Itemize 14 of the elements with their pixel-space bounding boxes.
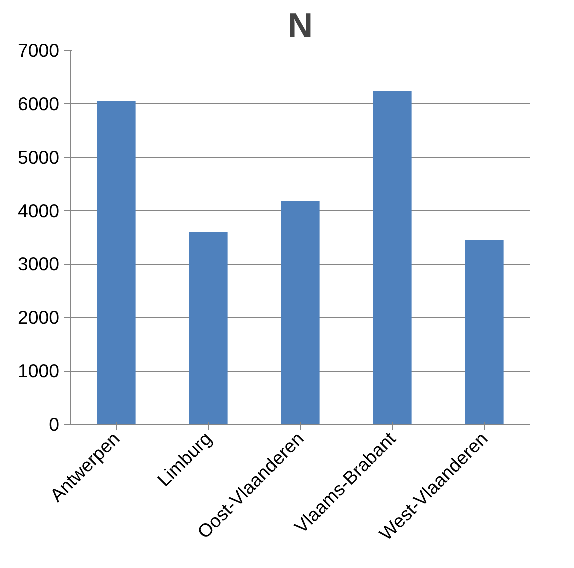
y-tick-label: 1000 <box>18 360 60 382</box>
y-tick-label: 6000 <box>18 93 60 114</box>
bar <box>97 101 136 424</box>
y-tick-label: 4000 <box>18 200 60 222</box>
bar <box>281 201 320 424</box>
bar <box>373 91 412 424</box>
bar <box>189 232 228 424</box>
y-tick-label: 0 <box>49 414 60 435</box>
y-tick-label: 5000 <box>18 146 60 168</box>
y-tick-label: 2000 <box>18 307 60 328</box>
bar <box>465 240 504 424</box>
chart-title: N <box>288 8 314 46</box>
y-tick-label: 7000 <box>18 40 60 61</box>
y-tick-label: 3000 <box>18 254 60 275</box>
